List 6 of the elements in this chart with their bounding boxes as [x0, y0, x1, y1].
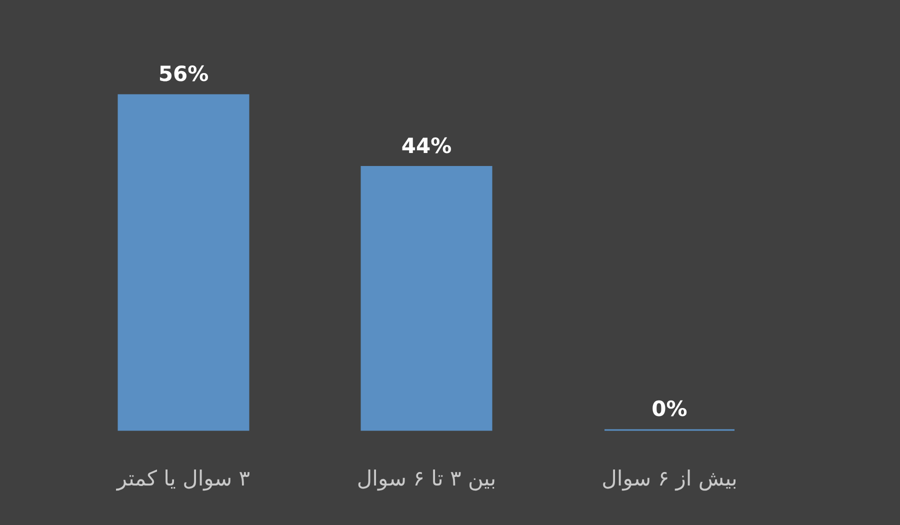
x-tick-label: ۳ سوال یا کمتر [116, 466, 250, 492]
data-label: 44% [401, 134, 452, 158]
x-tick-label: بیش از ۶ سوال [602, 466, 738, 492]
x-tick-label: بین ۳ تا ۶ سوال [356, 466, 496, 492]
data-label: 0% [652, 397, 688, 421]
data-label: 56% [158, 62, 209, 86]
